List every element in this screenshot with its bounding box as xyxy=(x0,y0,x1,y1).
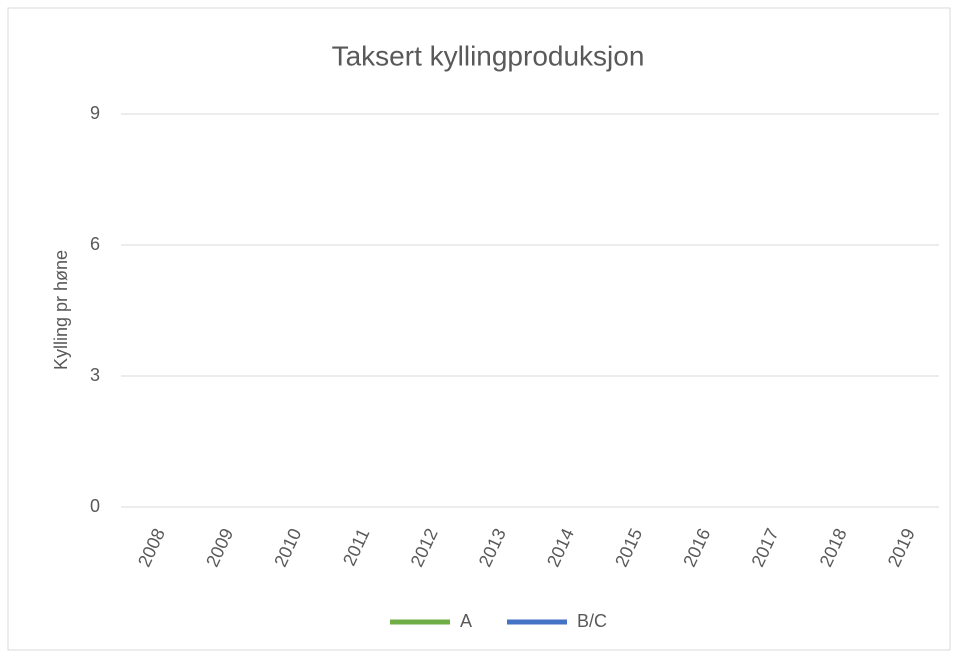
legend-label: B/C xyxy=(577,611,607,631)
y-tick-label: 3 xyxy=(90,365,100,385)
y-tick-label: 9 xyxy=(90,103,100,123)
legend-label: A xyxy=(460,611,472,631)
chart-title: Taksert kyllingproduksjon xyxy=(332,40,645,71)
y-tick-label: 0 xyxy=(90,496,100,516)
y-tick-label: 6 xyxy=(90,234,100,254)
y-axis-label: Kylling pr høne xyxy=(51,250,71,370)
chart-frame xyxy=(7,7,951,651)
